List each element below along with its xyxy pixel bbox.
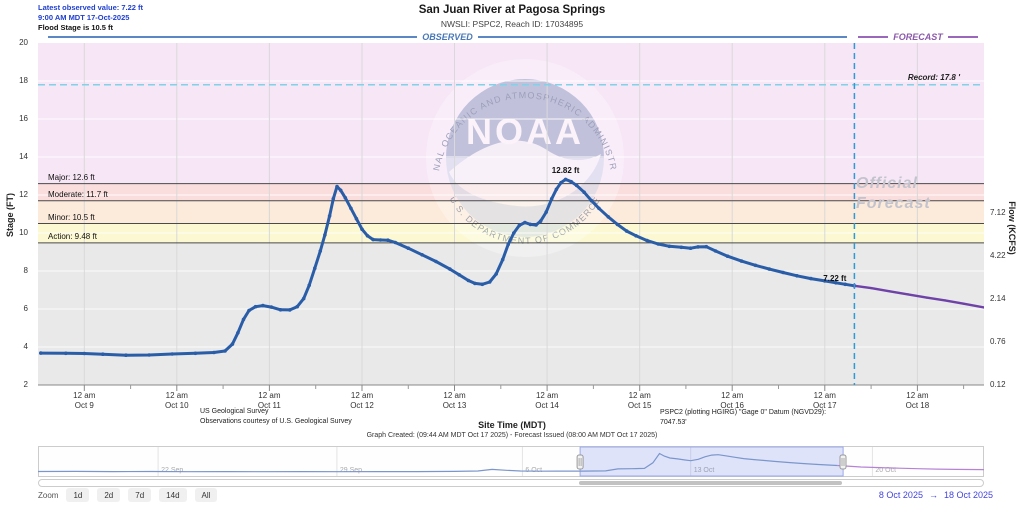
x-axis-title: Site Time (MDT) xyxy=(478,420,546,430)
zoom-button-1d[interactable]: 1d xyxy=(66,488,90,502)
hydrograph-plot[interactable]: NOAA NATIONAL OCEANIC AND ATMOSPHERIC AD… xyxy=(38,43,986,395)
page-title: San Juan River at Pagosa Springs xyxy=(418,4,606,16)
latest-observed-value: Latest observed value: 7.22 ft xyxy=(38,3,144,12)
stage-axis: 20 18 16 14 12 10 8 6 4 2 xyxy=(0,38,32,389)
observed-rule: OBSERVED xyxy=(48,32,848,42)
forecast-rule-line xyxy=(947,36,978,38)
stage-tick-label: 16 xyxy=(19,114,28,123)
zoom-button-14d[interactable]: 14d xyxy=(159,488,187,502)
navigator-selection[interactable] xyxy=(579,446,844,477)
zoom-label: Zoom xyxy=(38,490,59,500)
flow-tick-label: 4.22 xyxy=(990,251,1006,260)
official-watermark-line2: Forecast xyxy=(856,194,931,212)
stage-tick-label: 18 xyxy=(19,76,28,85)
time-tick-label: 12 am Oct 15 xyxy=(627,391,652,411)
time-tick-label: 12 am Oct 18 xyxy=(905,391,930,411)
gage-datum-footnote: PSPC2 (plotting HGIRG) "Gage 0" Datum (N… xyxy=(660,408,826,428)
flow-axis-title: Flow (KCFS) xyxy=(1007,201,1017,255)
zoom-button-2d[interactable]: 2d xyxy=(97,488,121,502)
overview-date-label: 29 Sep xyxy=(340,467,362,474)
overview-date-label: 22 Sep xyxy=(161,467,183,474)
page-subtitle: NWSLI: PSPC2, Reach ID: 17034895 xyxy=(440,19,584,29)
flow-tick-label: 0.12 xyxy=(990,380,1006,389)
gage-datum-line2: 7047.53' xyxy=(660,418,687,426)
official-forecast-watermark: Official Forecast xyxy=(856,174,931,213)
usgs-footnote-line1: US Geological Survey xyxy=(200,408,269,415)
forecast-rule: FORECAST xyxy=(858,32,978,42)
overview-date-label: 6 Oct xyxy=(525,467,542,474)
overview-date-label: 20 Oct xyxy=(875,467,896,474)
stage-tick-label: 6 xyxy=(23,304,28,313)
time-tick-label: 12 am Oct 13 xyxy=(442,391,467,411)
usgs-footnote: US Geological Survey Observations courte… xyxy=(200,407,352,427)
date-range: 8 Oct 2025 → 18 Oct 2025 xyxy=(876,490,996,500)
time-tick-label: 12 am Oct 17 xyxy=(813,391,837,411)
overview-date-label: 13 Oct xyxy=(694,467,715,474)
stage-tick-label: 20 xyxy=(19,38,28,47)
latest-observed-time: 9:00 AM MDT 17-Oct-2025 xyxy=(38,13,130,23)
observed-rule-line xyxy=(48,36,418,38)
official-watermark-line1: Official xyxy=(856,175,918,192)
forecast-rule-line xyxy=(858,36,889,38)
flow-tick-label: 2.14 xyxy=(990,293,1006,303)
range-start: 8 Oct 2025 xyxy=(878,490,923,500)
time-tick-label: 12 am Oct 11 xyxy=(257,391,281,411)
navigator-handle[interactable] xyxy=(576,454,584,470)
latest-observed-block: Latest observed value: 7.22 ft 9:00 AM M… xyxy=(38,3,143,33)
stage-tick-label: 4 xyxy=(23,342,28,351)
stage-tick-label: 10 xyxy=(19,228,28,237)
zoom-controls: Zoom 1d 2d 7d 14d All xyxy=(38,488,218,502)
stage-tick-label: 14 xyxy=(19,152,28,161)
time-tick-label: 12 am Oct 16 xyxy=(720,391,744,411)
range-arrow-icon: → xyxy=(928,490,938,500)
time-tick-label: 12 am Oct 14 xyxy=(535,391,559,411)
flow-axis: 7.12 4.22 2.14 0.76 0.12 xyxy=(988,43,1022,389)
noaa-logo-watermark: NOAA NATIONAL OCEANIC AND ATMOSPHERIC AD… xyxy=(426,59,624,257)
navigator-scrollbar[interactable] xyxy=(38,479,984,487)
flood-stage-note: Flood Stage is 10.5 ft xyxy=(38,23,114,33)
observed-rule-line xyxy=(477,36,848,38)
time-tick-label: 12 am Oct 9 xyxy=(73,391,96,411)
noaa-wordmark: NOAA xyxy=(466,111,584,152)
time-tick-label: 12 am Oct 12 xyxy=(350,391,374,411)
range-end: 18 Oct 2025 xyxy=(943,490,993,500)
usgs-footnote-line2: Observations courtesy of U.S. Geological… xyxy=(200,417,352,425)
overview-navigator[interactable]: 22 Sep 29 Sep 6 Oct 13 Oct 20 Oct xyxy=(37,446,985,483)
flow-tick-label: 0.76 xyxy=(990,337,1006,347)
navigator-handle[interactable] xyxy=(839,454,847,470)
zoom-button-7d[interactable]: 7d xyxy=(128,488,152,502)
stage-axis-title: Stage (FT) xyxy=(5,193,15,237)
scrollbar-thumb[interactable] xyxy=(579,481,843,485)
stage-tick-label: 12 xyxy=(19,190,28,199)
zoom-button-all[interactable]: All xyxy=(194,488,218,502)
forecast-label: FORECAST xyxy=(893,32,943,42)
observed-label: OBSERVED xyxy=(422,32,473,42)
stage-tick-label: 8 xyxy=(23,266,28,275)
time-tick-label: 12 am Oct 10 xyxy=(165,391,189,411)
flow-tick-label: 7.12 xyxy=(990,208,1006,217)
graph-created-note: Graph Created: (09:44 AM MDT Oct 17 2025… xyxy=(366,432,658,439)
gage-datum-line1: PSPC2 (plotting HGIRG) "Gage 0" Datum (N… xyxy=(660,409,827,416)
stage-tick-label: 2 xyxy=(23,380,28,389)
time-axis: 12 am Oct 9 12 am Oct 10 12 am Oct 11 12 am Oct… xyxy=(38,391,984,413)
